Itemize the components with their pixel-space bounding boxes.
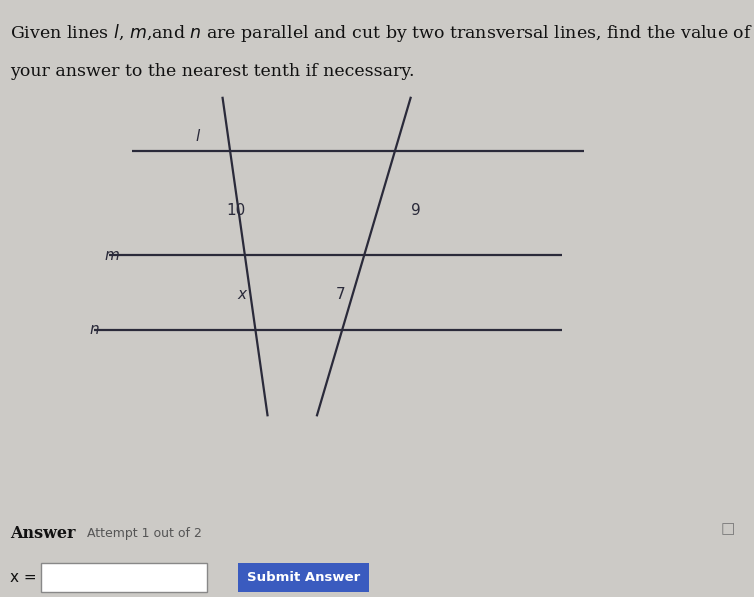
- Text: □: □: [721, 521, 735, 536]
- Text: Answer: Answer: [10, 525, 75, 542]
- Text: 7: 7: [336, 287, 345, 303]
- Text: Attempt 1 out of 2: Attempt 1 out of 2: [87, 527, 201, 540]
- Text: 9: 9: [411, 203, 421, 219]
- Text: 10: 10: [226, 203, 246, 219]
- Text: Given lines $l$, $m$,and $n$ are parallel and cut by two transversal lines, find: Given lines $l$, $m$,and $n$ are paralle…: [10, 23, 754, 44]
- Text: $l$: $l$: [195, 128, 201, 144]
- FancyBboxPatch shape: [238, 563, 369, 592]
- Text: your answer to the nearest tenth if necessary.: your answer to the nearest tenth if nece…: [10, 63, 414, 79]
- Text: $m$: $m$: [104, 248, 120, 263]
- Text: Submit Answer: Submit Answer: [247, 571, 360, 584]
- Text: $n$: $n$: [89, 322, 100, 337]
- Text: x =: x =: [10, 570, 36, 585]
- Text: x: x: [238, 287, 247, 303]
- FancyBboxPatch shape: [41, 563, 207, 592]
